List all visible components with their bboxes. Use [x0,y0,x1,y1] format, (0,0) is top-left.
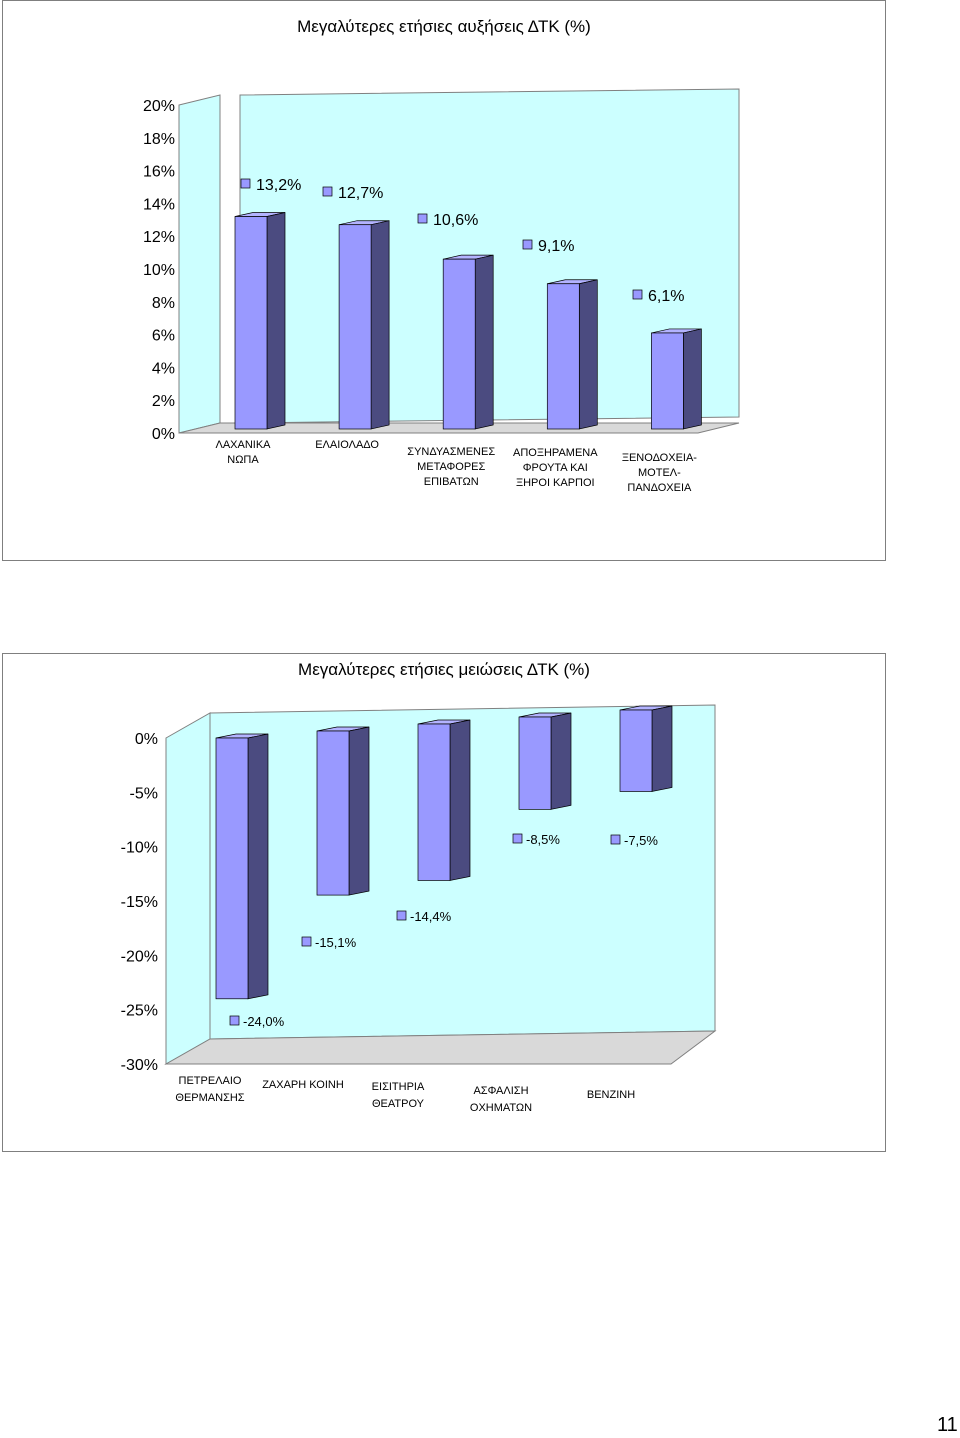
data-label-key [522,239,533,250]
data-label-key [417,213,428,224]
y-tick-label: 6% [152,328,175,345]
bar-side-face [266,212,286,430]
chart-panel-decreases: Μεγαλύτερες ετήσιες μειώσεις ΔΤΚ (%) 0% -… [2,653,886,1152]
x-tick-label: ΠΕΤΡΕΛΑΙΟ [179,1075,242,1087]
x-tick-label: ΜΟΤΕΛ- [638,467,681,479]
data-label: 12,7% [338,185,383,202]
data-label-key [512,833,523,844]
data-label-key [396,910,407,921]
y-tick-label: -20% [121,948,158,965]
bar-side-face [449,719,471,881]
bar-side-face [348,726,370,896]
chart-title: Μεγαλύτερες ετήσιες αυξήσεις ΔΤΚ (%) [297,17,591,36]
x-tick-label: ΑΠΟΞΗΡΑΜΕΝΑ [513,447,598,459]
data-label-key [610,834,621,845]
data-label: -7,5% [624,833,658,848]
x-tick-label: ΕΛΑΙΟΛΑΔΟ [315,439,379,451]
data-label-key [229,1015,240,1026]
data-label-key [632,289,643,300]
x-tick-label: ΣΥΝΔΥΑΣΜΕΝΕΣ [407,446,495,458]
bar-side-face [683,328,702,430]
x-tick-label: ΘΕΑΤΡΟΥ [372,1098,425,1110]
bar-side-face [370,220,390,430]
bar [234,216,268,430]
data-label: 13,2% [256,177,301,194]
side-wall [178,94,221,434]
chart-panel-increases: Μεγαλύτερες ετήσιες αυξήσεις ΔΤΚ (%) 0% 2… [2,0,886,561]
bar [619,709,653,792]
y-tick-label: -25% [121,1003,158,1020]
bar [518,716,552,810]
y-tick-label: -10% [121,840,158,857]
y-tick-label: 16% [143,164,175,181]
bar [316,730,350,896]
y-tick-label: 10% [143,262,175,279]
x-tick-label: ΠΑΝΔΟΧΕΙΑ [627,482,692,494]
data-label: 6,1% [648,288,684,305]
side-wall [165,712,211,1065]
x-tick-label: ΖΑΧΑΡΗ ΚΟΙΝΗ [262,1079,344,1091]
y-tick-label: 0% [152,426,175,443]
y-tick-label: 4% [152,360,175,377]
y-tick-label: -30% [121,1057,158,1074]
x-tick-label: ΦΡΟΥΤΑ ΚΑΙ [523,462,588,474]
x-tick-label: ΞΕΝΟΔΟΧΕΙΑ- [622,452,697,464]
chart-title: Μεγαλύτερες ετήσιες μειώσεις ΔΤΚ (%) [298,660,590,679]
x-tick-label: ΑΣΦΑΛΙΣΗ [473,1085,528,1097]
chart-decreases: 0% -5% -10% -15% -20% -25% -30% -24,0% ΠΕΤΡΕΛΑΙΟ… [121,704,717,1114]
bar [651,332,684,430]
bar-side-face [247,733,269,1000]
x-tick-label: ΛΑΧΑΝΙΚΑ [215,439,271,451]
y-tick-label: 18% [143,131,175,148]
y-tick-label: 2% [152,393,175,410]
x-tick-label: ΞΗΡΟΙ ΚΑΡΠΟΙ [516,477,595,489]
data-label: -8,5% [526,832,560,847]
bar-side-face [550,712,572,810]
x-tick-label: ΟΧΗΜΑΤΩΝ [470,1102,532,1114]
bar-side-face [474,254,494,430]
x-tick-label: ΕΠΙΒΑΤΩΝ [424,476,479,488]
x-tick-label: ΕΙΣΙΤΗΡΙΑ [372,1081,425,1093]
y-tick-label: 14% [143,196,175,213]
data-label: 9,1% [538,238,574,255]
bar [338,224,372,430]
floor [164,1030,717,1065]
x-tick-label: ΘΕΡΜΑΝΣΗΣ [175,1092,244,1104]
y-tick-label: 12% [143,229,175,246]
x-tick-label: ΝΩΠΑ [227,454,259,466]
data-label: 10,6% [433,212,478,229]
x-tick-label: ΒΕΝΖΙΝΗ [587,1089,635,1101]
bar [546,283,580,430]
bar-side-face [578,279,598,430]
data-label-key [301,936,312,947]
bar [442,258,476,430]
page-number: 11 [937,1414,958,1436]
y-tick-label: -5% [130,785,158,802]
data-label-key [322,186,333,197]
x-tick-label: ΜΕΤΑΦΟΡΕΣ [417,461,485,473]
chart-increases: 0% 2% 4% 6% 8% 10% 12% 14% 16% 18% 20% 13,2% ΛΑΧΑΝΙΚ… [143,88,740,494]
data-label-key [240,178,251,189]
data-label: -24,0% [243,1014,285,1029]
y-tick-label: 0% [135,731,158,748]
bar [215,737,249,1000]
y-tick-label: -15% [121,894,158,911]
bar-side-face [651,705,673,792]
bar [417,723,451,881]
data-label: -15,1% [315,935,357,950]
y-tick-label: 20% [143,98,175,115]
y-tick-label: 8% [152,295,175,312]
data-label: -14,4% [410,909,452,924]
